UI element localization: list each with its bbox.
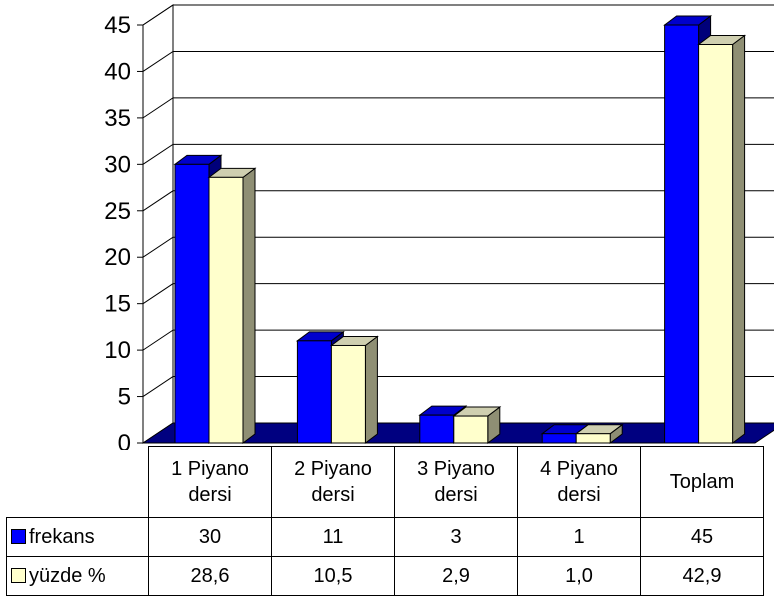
y-axis: 0 5 10 15 20 25 30 35 40 45 [104, 12, 144, 450]
legend-swatch-cream [11, 567, 26, 583]
data-label: 10,5 [271, 556, 395, 596]
category-row: 1 Piyano dersi 2 Piyano dersi 3 Piyano d… [7, 446, 764, 518]
data-label: 42,9 [640, 556, 764, 596]
y-tick-label: 30 [104, 151, 131, 178]
category-label-text: 1 Piyano dersi [171, 458, 249, 506]
gridline [142, 143, 774, 165]
y-tick-label: 0 [118, 430, 131, 450]
bar-front [698, 44, 734, 444]
bar-front [541, 433, 577, 444]
bar-yuzde [329, 335, 379, 444]
legend-entry-yuzde: yüzde % [6, 556, 149, 596]
category-label-text: 4 Piyano dersi [540, 458, 618, 506]
category-label: Toplam [640, 446, 764, 518]
category-label-text: 3 Piyano dersi [417, 458, 495, 506]
legend-entry-frekans: frekans [6, 517, 149, 557]
bar-side [364, 335, 378, 444]
category-label: 3 Piyano dersi [394, 446, 518, 518]
y-tick-label: 35 [104, 105, 131, 132]
category-label-text: Toplam [669, 471, 735, 493]
data-table: 1 Piyano dersi 2 Piyano dersi 3 Piyano d… [6, 446, 764, 596]
data-label: 1,0 [517, 556, 641, 596]
bar-front [453, 415, 489, 444]
gridline [142, 4, 774, 26]
data-label: 45 [640, 517, 764, 557]
y-tick-label: 5 [118, 384, 131, 411]
category-label: 4 Piyano dersi [517, 446, 641, 518]
bar-yuzde [574, 423, 624, 444]
bar-front [664, 24, 700, 444]
category-label-text: 2 Piyano dersi [294, 458, 372, 506]
data-label: 30 [148, 517, 272, 557]
bar-front [174, 163, 210, 444]
gridline [142, 97, 774, 119]
bar-chart: 0 5 10 15 20 25 30 35 40 45 [104, 4, 774, 450]
bar-yuzde [207, 167, 257, 444]
data-label: 1 [517, 517, 641, 557]
y-tick-label: 15 [104, 291, 131, 318]
gridlines [142, 4, 774, 397]
bar-side [242, 167, 256, 444]
bars [173, 15, 747, 444]
bar-yuzde [697, 34, 747, 444]
gridline [142, 190, 774, 212]
side-wall [142, 4, 174, 444]
gridline [142, 329, 774, 351]
bar-front [208, 176, 244, 444]
table-corner [7, 447, 149, 518]
y-tick-label: 25 [104, 198, 131, 225]
category-label: 2 Piyano dersi [271, 446, 395, 518]
data-label: 3 [394, 517, 518, 557]
gridline [142, 283, 774, 305]
bar-front [575, 433, 611, 444]
bar-front [296, 340, 332, 444]
bar-front [419, 414, 455, 444]
y-tick-label: 40 [104, 58, 131, 85]
y-tick-label: 20 [104, 244, 131, 271]
gridline [142, 50, 774, 72]
series-row-yuzde: yüzde % 28,6 10,5 2,9 1,0 42,9 [6, 556, 764, 596]
legend-label: yüzde % [29, 564, 106, 587]
bar-yuzde [452, 406, 502, 444]
gridline [142, 236, 774, 258]
data-label: 28,6 [148, 556, 272, 596]
y-tick-label: 10 [104, 337, 131, 364]
data-label: 11 [271, 517, 395, 557]
bar-side [732, 34, 746, 444]
series-row-frekans: frekans 30 11 3 1 45 [6, 517, 764, 557]
legend-swatch-blue [11, 528, 26, 544]
gridline [142, 376, 774, 397]
legend-label: frekans [29, 525, 95, 548]
category-label: 1 Piyano dersi [148, 446, 272, 518]
data-label: 2,9 [394, 556, 518, 596]
bar-front [330, 344, 366, 444]
y-tick-label: 45 [104, 12, 131, 39]
